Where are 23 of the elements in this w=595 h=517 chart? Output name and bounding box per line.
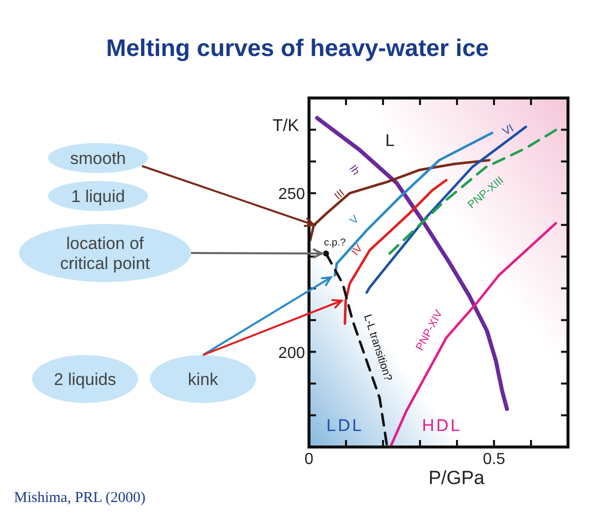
y-tick-label: 250 bbox=[278, 186, 306, 204]
annotation: HDL bbox=[422, 416, 462, 435]
line-series bbox=[365, 126, 528, 294]
text: kink bbox=[188, 370, 219, 389]
annotation: L bbox=[385, 131, 395, 150]
text: V bbox=[348, 212, 362, 228]
annotation: c.p.? bbox=[324, 237, 346, 248]
text: III bbox=[332, 187, 348, 202]
y-tick-label: 200 bbox=[278, 344, 306, 362]
x-tick-label: 0 bbox=[304, 451, 314, 468]
text: 1 liquid bbox=[71, 187, 125, 206]
x-axis-title: P/GPa bbox=[428, 468, 485, 489]
annotation: LDL bbox=[326, 416, 364, 435]
text: IV bbox=[349, 242, 366, 258]
text: location of critical point bbox=[60, 234, 150, 273]
text: VI bbox=[500, 122, 516, 138]
y-axis-title: T/K bbox=[272, 116, 300, 135]
text: 2 liquids bbox=[54, 370, 116, 389]
x-tick-label: 0.5 bbox=[482, 451, 506, 468]
chart-title: Melting curves of heavy-water ice bbox=[106, 35, 489, 62]
text: Ih bbox=[346, 163, 362, 178]
text: Mishima, PRL (2000) bbox=[14, 490, 146, 506]
annotation: smooth bbox=[70, 149, 126, 168]
